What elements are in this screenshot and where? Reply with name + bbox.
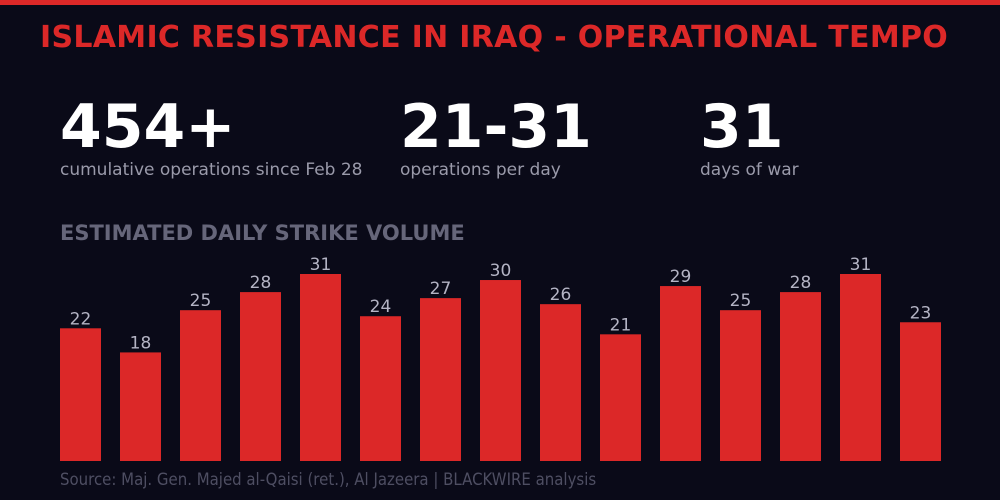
stat-per-day: 21-31 operations per day <box>400 94 592 180</box>
bar <box>60 328 101 461</box>
bar <box>420 298 461 461</box>
bar <box>120 352 161 461</box>
bar <box>900 322 941 461</box>
page-title: ISLAMIC RESISTANCE IN IRAQ - OPERATIONAL… <box>40 20 949 55</box>
bar <box>360 316 401 461</box>
bar-value-label: 25 <box>190 291 212 311</box>
bar-value-label: 26 <box>550 285 572 305</box>
stat-label: operations per day <box>400 160 561 180</box>
bar <box>240 292 281 461</box>
bar <box>840 274 881 461</box>
bar-value-label: 18 <box>130 333 152 353</box>
bar-value-label: 23 <box>910 303 932 323</box>
bar <box>480 280 521 461</box>
bar <box>180 310 221 461</box>
bar <box>720 310 761 461</box>
stat-value: 21-31 <box>400 92 592 162</box>
bar-value-label: 21 <box>610 315 632 335</box>
stat-days: 31 days of war <box>700 94 799 180</box>
bar-value-label: 24 <box>370 297 392 317</box>
bar-value-label: 31 <box>850 255 872 275</box>
bar-value-label: 22 <box>70 309 92 329</box>
bar-value-label: 25 <box>730 291 752 311</box>
source-note: Source: Maj. Gen. Majed al-Qaisi (ret.),… <box>60 470 597 490</box>
bar <box>540 304 581 461</box>
stat-label: days of war <box>700 160 799 180</box>
bar <box>660 286 701 461</box>
stat-cumulative: 454+ cumulative operations since Feb 28 <box>60 94 363 180</box>
stat-label: cumulative operations since Feb 28 <box>60 160 363 180</box>
top-accent-bar <box>0 0 1000 5</box>
chart-title: ESTIMATED DAILY STRIKE VOLUME <box>60 221 465 245</box>
bar-value-label: 27 <box>430 279 452 299</box>
bar-value-label: 30 <box>490 261 512 281</box>
stat-value: 31 <box>700 92 784 162</box>
stat-value: 454+ <box>60 92 236 162</box>
bar-value-label: 28 <box>250 273 272 293</box>
bar <box>600 334 641 461</box>
bar-value-label: 31 <box>310 255 332 275</box>
bar <box>780 292 821 461</box>
bar-value-label: 28 <box>790 273 812 293</box>
bar-value-label: 29 <box>670 267 692 287</box>
bar <box>300 274 341 461</box>
